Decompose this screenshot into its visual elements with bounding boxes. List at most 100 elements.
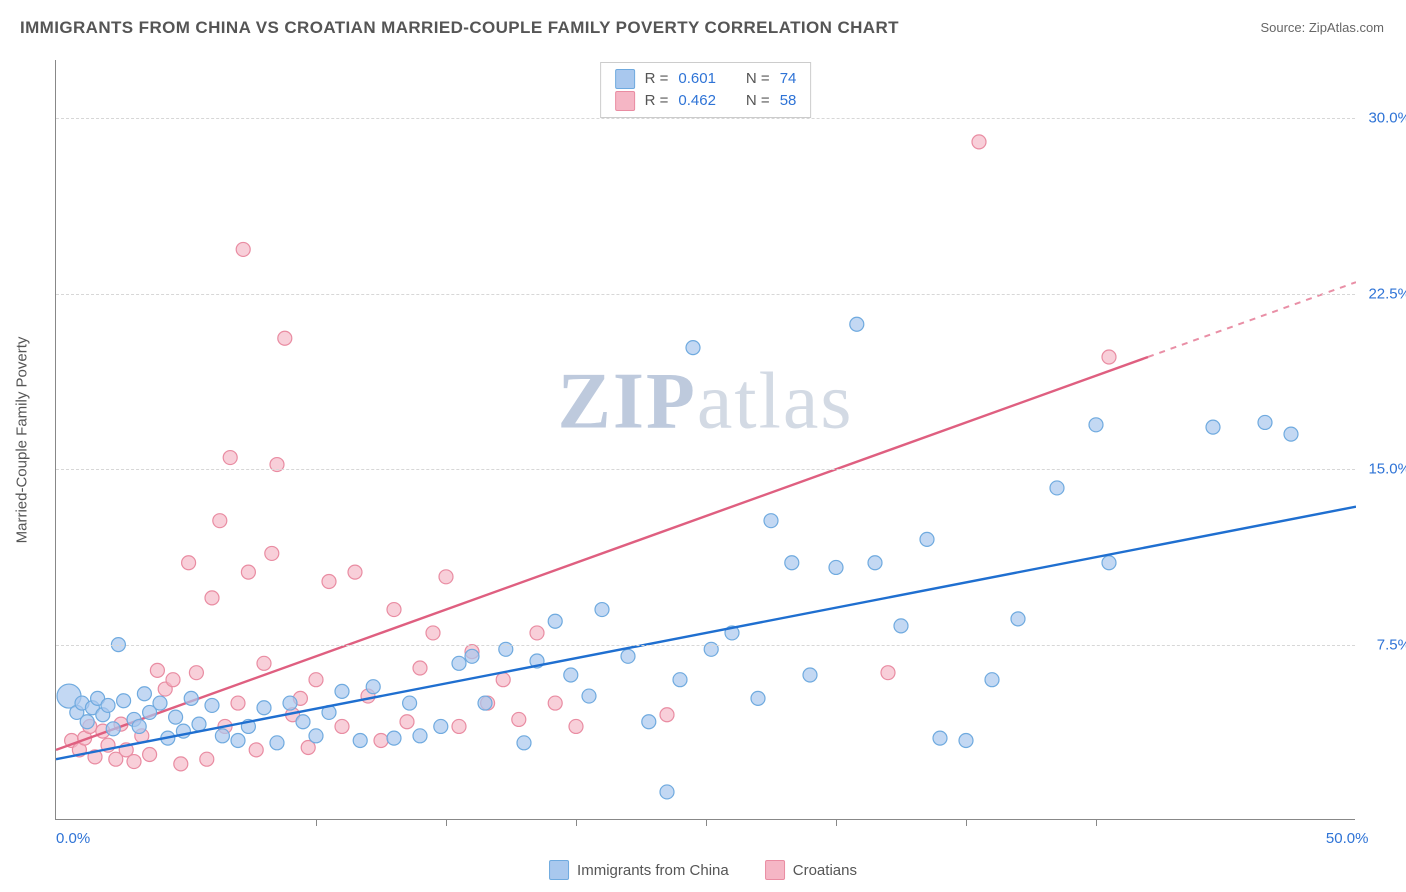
scatter-point-a bbox=[309, 729, 323, 743]
scatter-point-b bbox=[660, 708, 674, 722]
scatter-point-b bbox=[972, 135, 986, 149]
scatter-point-b bbox=[236, 242, 250, 256]
x-tick-mark bbox=[836, 820, 837, 826]
scatter-point-a bbox=[548, 614, 562, 628]
swatch-series-b-icon bbox=[765, 860, 785, 880]
scatter-point-a bbox=[673, 673, 687, 687]
scatter-point-b bbox=[400, 715, 414, 729]
x-tick-mark bbox=[1096, 820, 1097, 826]
scatter-point-b bbox=[413, 661, 427, 675]
legend-item-a: Immigrants from China bbox=[549, 860, 729, 880]
scatter-point-b bbox=[231, 696, 245, 710]
scatter-point-b bbox=[200, 752, 214, 766]
scatter-point-b bbox=[166, 673, 180, 687]
scatter-point-a bbox=[366, 680, 380, 694]
source-attribution: Source: ZipAtlas.com bbox=[1260, 20, 1384, 35]
scatter-point-a bbox=[413, 729, 427, 743]
scatter-point-b bbox=[257, 656, 271, 670]
y-tick-label: 22.5% bbox=[1368, 285, 1406, 302]
scatter-point-a bbox=[101, 698, 115, 712]
scatter-point-a bbox=[933, 731, 947, 745]
scatter-point-b bbox=[387, 603, 401, 617]
scatter-point-a bbox=[1102, 556, 1116, 570]
scatter-point-b bbox=[249, 743, 263, 757]
series-legend: Immigrants from China Croatians bbox=[549, 860, 857, 880]
scatter-point-b bbox=[496, 673, 510, 687]
scatter-point-a bbox=[686, 341, 700, 355]
y-tick-label: 7.5% bbox=[1377, 636, 1406, 653]
scatter-point-a bbox=[517, 736, 531, 750]
scatter-point-b bbox=[512, 712, 526, 726]
scatter-point-a bbox=[785, 556, 799, 570]
scatter-point-a bbox=[642, 715, 656, 729]
x-tick-mark bbox=[446, 820, 447, 826]
scatter-point-b bbox=[143, 748, 157, 762]
grid-line bbox=[56, 118, 1355, 119]
scatter-point-a bbox=[751, 691, 765, 705]
scatter-point-b bbox=[150, 663, 164, 677]
scatter-point-a bbox=[270, 736, 284, 750]
scatter-point-a bbox=[1050, 481, 1064, 495]
scatter-point-a bbox=[803, 668, 817, 682]
scatter-point-a bbox=[106, 722, 120, 736]
scatter-point-b bbox=[1102, 350, 1116, 364]
scatter-point-b bbox=[189, 666, 203, 680]
scatter-point-a bbox=[1258, 415, 1272, 429]
scatter-point-b bbox=[348, 565, 362, 579]
legend-item-b: Croatians bbox=[765, 860, 857, 880]
scatter-point-a bbox=[465, 649, 479, 663]
scatter-point-a bbox=[1284, 427, 1298, 441]
scatter-point-b bbox=[278, 331, 292, 345]
scatter-point-b bbox=[241, 565, 255, 579]
x-tick-mark bbox=[316, 820, 317, 826]
scatter-point-a bbox=[353, 733, 367, 747]
trend-line-a bbox=[56, 507, 1356, 760]
x-tick-mark bbox=[576, 820, 577, 826]
y-axis-label: Married-Couple Family Poverty bbox=[14, 337, 31, 544]
scatter-point-a bbox=[920, 532, 934, 546]
scatter-point-a bbox=[257, 701, 271, 715]
y-tick-label: 15.0% bbox=[1368, 461, 1406, 478]
x-tick-mark bbox=[966, 820, 967, 826]
scatter-point-b bbox=[452, 719, 466, 733]
scatter-point-a bbox=[959, 733, 973, 747]
scatter-point-a bbox=[478, 696, 492, 710]
scatter-point-b bbox=[205, 591, 219, 605]
scatter-point-a bbox=[296, 715, 310, 729]
scatter-point-a bbox=[192, 717, 206, 731]
legend-label-a: Immigrants from China bbox=[577, 862, 729, 879]
scatter-point-a bbox=[205, 698, 219, 712]
legend-label-b: Croatians bbox=[793, 862, 857, 879]
x-tick-label: 50.0% bbox=[1326, 830, 1369, 847]
scatter-point-b bbox=[439, 570, 453, 584]
grid-line bbox=[56, 469, 1355, 470]
chart-container: IMMIGRANTS FROM CHINA VS CROATIAN MARRIE… bbox=[0, 0, 1406, 892]
scatter-point-a bbox=[1206, 420, 1220, 434]
scatter-point-a bbox=[215, 729, 229, 743]
scatter-point-a bbox=[153, 696, 167, 710]
plot-area: ZIPatlas R = 0.601 N = 74 R = 0.462 N = … bbox=[55, 60, 1355, 820]
scatter-point-a bbox=[80, 715, 94, 729]
scatter-point-b bbox=[374, 733, 388, 747]
scatter-point-a bbox=[387, 731, 401, 745]
scatter-point-a bbox=[434, 719, 448, 733]
scatter-point-b bbox=[548, 696, 562, 710]
scatter-point-a bbox=[829, 560, 843, 574]
scatter-point-b bbox=[127, 755, 141, 769]
scatter-point-a bbox=[1089, 418, 1103, 432]
scatter-point-b bbox=[213, 514, 227, 528]
swatch-series-a-icon bbox=[549, 860, 569, 880]
trend-line-b bbox=[56, 357, 1148, 750]
x-tick-mark bbox=[706, 820, 707, 826]
grid-line bbox=[56, 645, 1355, 646]
scatter-point-a bbox=[621, 649, 635, 663]
scatter-point-b bbox=[569, 719, 583, 733]
scatter-point-a bbox=[582, 689, 596, 703]
scatter-point-b bbox=[530, 626, 544, 640]
scatter-point-a bbox=[335, 684, 349, 698]
scatter-point-a bbox=[850, 317, 864, 331]
scatter-point-a bbox=[283, 696, 297, 710]
scatter-point-b bbox=[881, 666, 895, 680]
scatter-point-a bbox=[595, 603, 609, 617]
grid-line bbox=[56, 294, 1355, 295]
